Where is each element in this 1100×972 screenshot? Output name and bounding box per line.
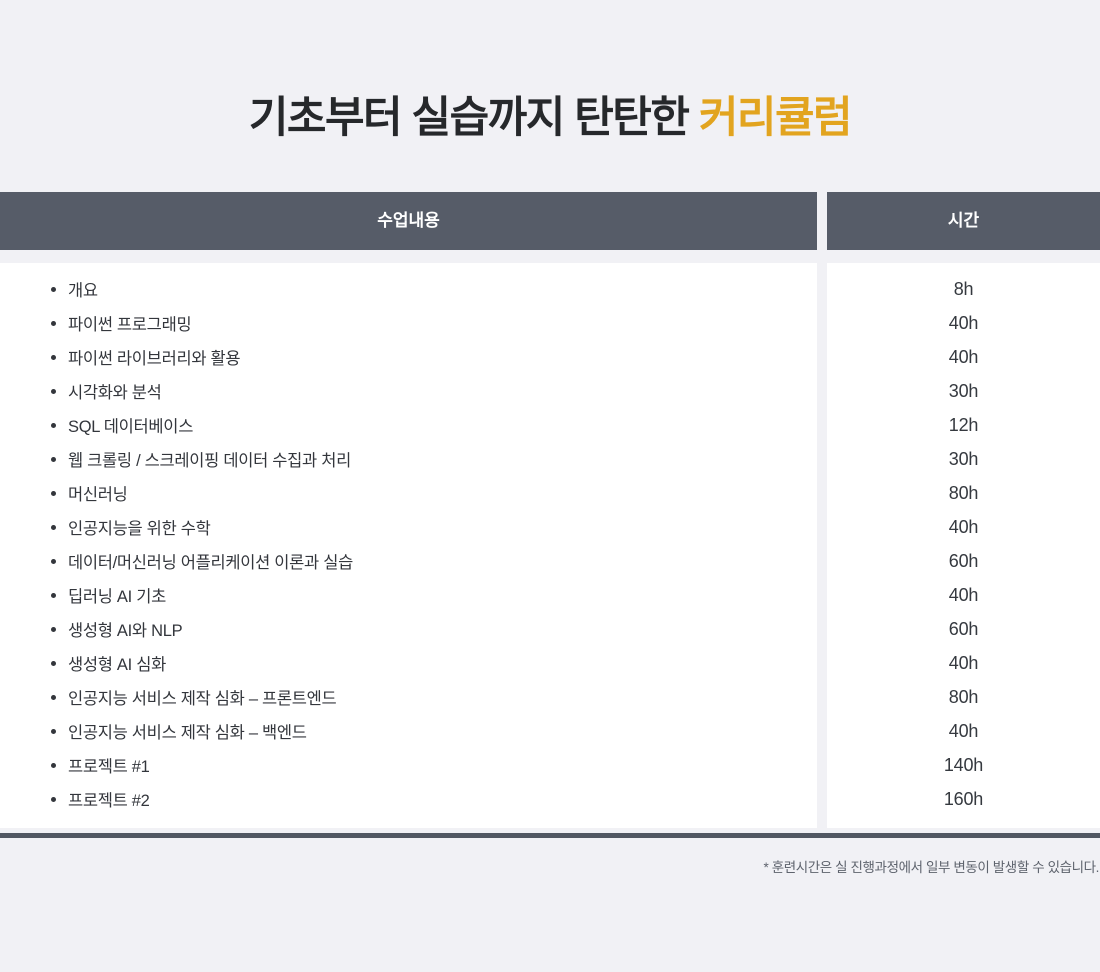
curriculum-row: 인공지능 서비스 제작 심화 – 백엔드	[0, 714, 817, 748]
bullet-icon	[51, 762, 56, 768]
hours-value: 30h	[948, 448, 979, 469]
hours-value: 40h	[948, 516, 979, 537]
bullet-icon	[51, 320, 56, 326]
topic-label: 시각화와 분석	[68, 384, 162, 402]
topic-label: 생성형 AI와 NLP	[68, 622, 183, 640]
curriculum-row: 인공지능 서비스 제작 심화 – 프론트엔드	[0, 680, 817, 714]
curriculum-row: 파이썬 프로그래밍	[0, 306, 817, 340]
curriculum-row: 프로젝트 #2	[0, 782, 817, 816]
bullet-icon	[51, 422, 56, 428]
hours-value: 160h	[943, 788, 984, 809]
topic-label: 생성형 AI 심화	[68, 656, 166, 674]
section-title-highlight: 커리큘럼	[698, 94, 853, 142]
hours-value: 40h	[948, 346, 979, 367]
topic-label: 개요	[68, 282, 98, 300]
hours-value: 40h	[948, 312, 979, 333]
hours-value: 40h	[948, 652, 979, 673]
curriculum-row: 머신러닝	[0, 476, 817, 510]
column-header-hours: 시간	[827, 192, 1100, 250]
bullet-icon	[51, 728, 56, 734]
hours-value: 80h	[948, 482, 979, 503]
curriculum-row: 데이터/머신러닝 어플리케이션 이론과 실습	[0, 544, 817, 578]
hours-value: 40h	[948, 720, 979, 741]
bullet-icon	[51, 694, 56, 700]
topic-label: 딥러닝 AI 기초	[68, 588, 166, 606]
hours-value: 12h	[948, 414, 979, 435]
hours-value: 8h	[953, 278, 974, 299]
hours-panel: 8h 40h 40h 30h 12h 30h 80h 40h 60h 40h 60h 40h 80h 40…	[827, 263, 1100, 828]
hours-value: 30h	[948, 380, 979, 401]
curriculum-row: SQL 데이터베이스	[0, 408, 817, 442]
curriculum-row: 딥러닝 AI 기초	[0, 578, 817, 612]
curriculum-row: 생성형 AI 심화	[0, 646, 817, 680]
hours-list: 8h 40h 40h 30h 12h 30h 80h 40h 60h 40h 60h 40h 80h 40…	[827, 272, 1100, 816]
curriculum-row: 시각화와 분석	[0, 374, 817, 408]
hours-value: 40h	[948, 584, 979, 605]
section-title-text: 기초부터 실습까지 탄탄한	[248, 94, 699, 142]
topic-label: 인공지능 서비스 제작 심화 – 백엔드	[68, 724, 307, 742]
hours-value: 60h	[948, 550, 979, 571]
topic-label: 웹 크롤링 / 스크레이핑 데이터 수집과 처리	[68, 452, 351, 470]
bullet-icon	[51, 796, 56, 802]
hours-value: 140h	[943, 754, 984, 775]
hours-value: 80h	[948, 686, 979, 707]
topic-label: 데이터/머신러닝 어플리케이션 이론과 실습	[68, 554, 353, 572]
curriculum-row: 생성형 AI와 NLP	[0, 612, 817, 646]
footnote: * 훈련시간은 실 진행과정에서 일부 변동이 발생할 수 있습니다.	[763, 860, 1099, 875]
bullet-icon	[51, 354, 56, 360]
bullet-icon	[51, 626, 56, 632]
curriculum-row: 프로젝트 #1	[0, 748, 817, 782]
curriculum-row: 개요	[0, 272, 817, 306]
section-divider	[0, 833, 1100, 838]
hours-column: 시간 8h 40h 40h 30h 12h 30h 80h 40h 60h 40h 60h 40h 80…	[827, 192, 1100, 828]
bullet-icon	[51, 592, 56, 598]
topic-label: 파이썬 프로그래밍	[68, 316, 192, 334]
topic-label: SQL 데이터베이스	[68, 418, 194, 436]
topic-label: 머신러닝	[68, 486, 128, 504]
topic-label: 프로젝트 #2	[68, 792, 150, 810]
bullet-icon	[51, 388, 56, 394]
topic-label: 프로젝트 #1	[68, 758, 150, 776]
topic-label: 인공지능을 위한 수학	[68, 520, 211, 538]
curriculum-row: 웹 크롤링 / 스크레이핑 데이터 수집과 처리	[0, 442, 817, 476]
bullet-icon	[51, 490, 56, 496]
section-title: 기초부터 실습까지 탄탄한 커리큘럼	[0, 0, 1100, 146]
bullet-icon	[51, 286, 56, 292]
bullet-icon	[51, 558, 56, 564]
column-header-topics: 수업내용	[0, 192, 817, 250]
topic-label: 파이썬 라이브러리와 활용	[68, 350, 241, 368]
curriculum-row: 인공지능을 위한 수학	[0, 510, 817, 544]
topic-label: 인공지능 서비스 제작 심화 – 프론트엔드	[68, 690, 337, 708]
bullet-icon	[51, 524, 56, 530]
curriculum-row: 파이썬 라이브러리와 활용	[0, 340, 817, 374]
bullet-icon	[51, 456, 56, 462]
hours-value: 60h	[948, 618, 979, 639]
bullet-icon	[51, 660, 56, 666]
